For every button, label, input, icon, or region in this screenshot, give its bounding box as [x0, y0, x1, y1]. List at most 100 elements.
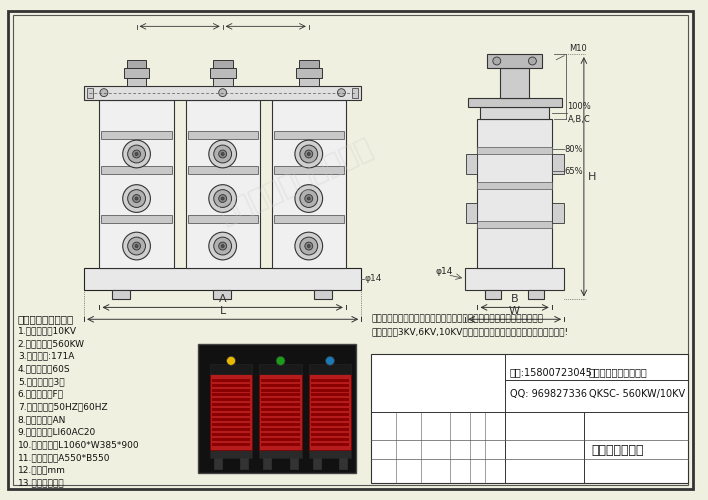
Text: QQ: 969827336: QQ: 969827336: [510, 388, 587, 398]
Bar: [261, 398, 300, 402]
Circle shape: [221, 152, 224, 156]
Text: 7.额定频率：50HZ、60HZ: 7.额定频率：50HZ、60HZ: [18, 402, 108, 411]
Bar: [210, 374, 252, 450]
Bar: [259, 364, 302, 374]
Circle shape: [326, 356, 334, 366]
Bar: [212, 378, 251, 382]
Circle shape: [307, 152, 310, 156]
Text: 上海民恩电气有限公司: 上海民恩电气有限公司: [589, 368, 648, 378]
Bar: [311, 414, 349, 416]
Bar: [311, 378, 349, 382]
Bar: [210, 68, 236, 78]
Text: 我公司可根据客户提供技术参数及技术要求加工定制标准及非标准产品；: 我公司可根据客户提供技术参数及技术要求加工定制标准及非标准产品；: [371, 314, 543, 324]
Circle shape: [127, 190, 145, 208]
Bar: [259, 450, 302, 458]
Bar: [84, 86, 361, 100]
Bar: [261, 404, 300, 406]
Bar: [311, 428, 349, 431]
Text: 6.绝缘等级：F级: 6.绝缘等级：F级: [18, 390, 64, 398]
Bar: [212, 443, 251, 446]
Circle shape: [100, 88, 108, 96]
Circle shape: [305, 242, 313, 250]
Circle shape: [307, 244, 310, 248]
Bar: [339, 458, 348, 468]
Bar: [212, 438, 251, 441]
Circle shape: [214, 190, 232, 208]
Circle shape: [300, 145, 318, 163]
Circle shape: [209, 140, 236, 168]
Bar: [311, 404, 349, 406]
Bar: [309, 374, 351, 450]
Bar: [188, 166, 258, 174]
Text: 8.冷却方式：AN: 8.冷却方式：AN: [18, 415, 66, 424]
Bar: [311, 438, 349, 441]
Bar: [212, 398, 251, 402]
Circle shape: [295, 232, 323, 260]
Bar: [273, 216, 344, 224]
Bar: [467, 98, 561, 108]
Bar: [299, 78, 319, 86]
Bar: [188, 131, 258, 139]
Circle shape: [214, 145, 232, 163]
Bar: [214, 458, 222, 468]
Bar: [212, 423, 251, 426]
Text: A: A: [219, 294, 227, 304]
Text: φ14: φ14: [364, 274, 382, 283]
Circle shape: [338, 88, 346, 96]
Bar: [261, 384, 300, 386]
Bar: [213, 290, 231, 300]
Bar: [309, 364, 351, 374]
Bar: [261, 428, 300, 431]
Bar: [212, 404, 251, 406]
Circle shape: [528, 57, 537, 65]
Bar: [466, 204, 477, 224]
Bar: [311, 433, 349, 436]
Circle shape: [209, 232, 236, 260]
Bar: [299, 60, 319, 68]
Circle shape: [135, 244, 138, 248]
Bar: [296, 68, 321, 78]
Bar: [261, 394, 300, 396]
Bar: [311, 423, 349, 426]
Text: 11.安装尺寸：A550*B550: 11.安装尺寸：A550*B550: [18, 453, 110, 462]
Circle shape: [307, 197, 310, 200]
Circle shape: [219, 88, 227, 96]
Circle shape: [122, 140, 150, 168]
Bar: [212, 414, 251, 416]
Circle shape: [295, 184, 323, 212]
Bar: [259, 374, 302, 450]
Bar: [314, 290, 331, 300]
Circle shape: [219, 242, 227, 250]
Text: L: L: [219, 306, 226, 316]
Circle shape: [214, 237, 232, 255]
Circle shape: [221, 244, 224, 248]
Bar: [477, 120, 552, 268]
Bar: [212, 388, 251, 392]
Text: QKSC- 560KW/10KV: QKSC- 560KW/10KV: [589, 388, 685, 398]
Circle shape: [295, 140, 323, 168]
Bar: [552, 204, 564, 224]
Circle shape: [493, 57, 501, 65]
Bar: [311, 384, 349, 386]
Bar: [124, 68, 149, 78]
Circle shape: [227, 356, 236, 366]
Text: 4.启动时间：60S: 4.启动时间：60S: [18, 364, 70, 373]
Bar: [212, 394, 251, 396]
Bar: [309, 450, 351, 458]
Circle shape: [300, 237, 318, 255]
Bar: [477, 147, 552, 154]
Bar: [112, 290, 130, 300]
Circle shape: [209, 184, 236, 212]
Bar: [241, 458, 249, 468]
Bar: [273, 131, 344, 139]
Bar: [261, 378, 300, 382]
Circle shape: [276, 356, 285, 366]
Bar: [101, 216, 172, 224]
Bar: [290, 458, 298, 468]
Text: 系统电压有3KV,6KV,10KV等，均为干式铁芯环氧浸注式；详情请咨询!: 系统电压有3KV,6KV,10KV等，均为干式铁芯环氧浸注式；详情请咨询!: [371, 327, 569, 336]
Bar: [261, 388, 300, 392]
Text: 12.单位：mm: 12.单位：mm: [18, 466, 66, 474]
Bar: [311, 398, 349, 402]
Bar: [101, 131, 172, 139]
Bar: [99, 100, 173, 268]
